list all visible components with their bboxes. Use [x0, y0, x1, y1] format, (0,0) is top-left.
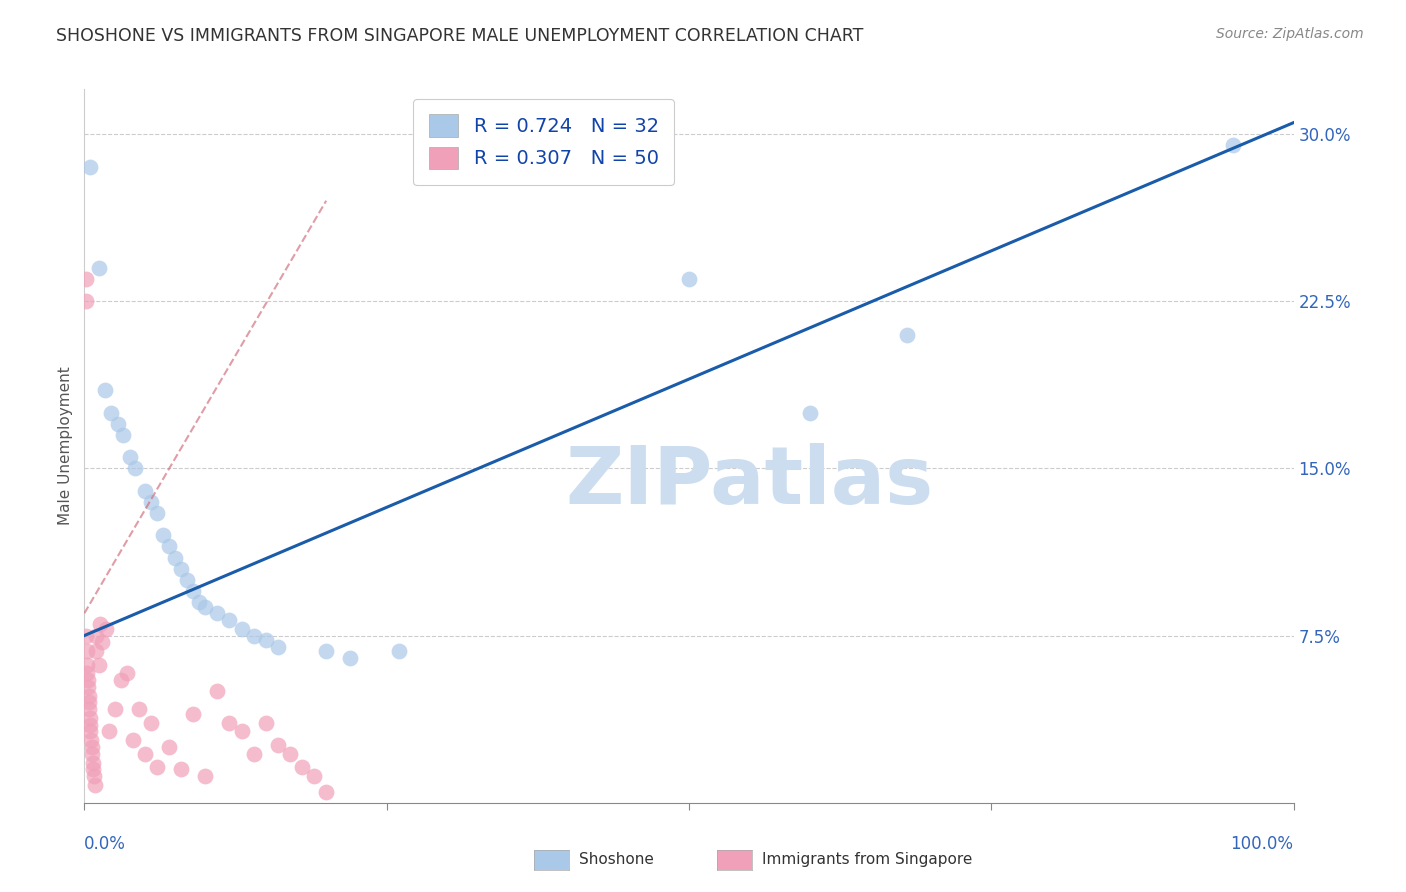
Point: [87, 657, 110, 672]
Point: [79, 161, 101, 175]
Text: Source: ZipAtlas.com: Source: ZipAtlas.com: [1216, 27, 1364, 41]
Point: [84, 778, 107, 792]
Point: [94, 622, 117, 636]
Point: [896, 327, 918, 342]
Point: [291, 760, 314, 774]
Point: [75, 293, 97, 308]
Point: [97, 724, 120, 739]
Point: [80, 740, 103, 755]
Point: [80, 747, 103, 761]
Point: [799, 405, 821, 420]
Point: [128, 702, 150, 716]
Point: [94, 384, 117, 398]
Text: Shoshone: Shoshone: [579, 853, 654, 867]
Point: [77, 680, 100, 694]
Point: [218, 715, 240, 730]
Point: [79, 711, 101, 725]
Legend: R = 0.724   N = 32, R = 0.307   N = 50: R = 0.724 N = 32, R = 0.307 N = 50: [413, 99, 675, 185]
Point: [157, 740, 180, 755]
Point: [83, 769, 105, 783]
Point: [146, 506, 169, 520]
Point: [82, 756, 104, 770]
Point: [339, 651, 361, 665]
Point: [176, 573, 198, 587]
Text: Immigrants from Singapore: Immigrants from Singapore: [762, 853, 973, 867]
Point: [188, 595, 211, 609]
Point: [77, 702, 100, 716]
Point: [77, 673, 100, 687]
Point: [139, 715, 162, 730]
Point: [231, 724, 253, 739]
Point: [80, 733, 103, 747]
Point: [254, 633, 277, 648]
Text: SHOSHONE VS IMMIGRANTS FROM SINGAPORE MALE UNEMPLOYMENT CORRELATION CHART: SHOSHONE VS IMMIGRANTS FROM SINGAPORE MA…: [56, 27, 863, 45]
Point: [315, 644, 337, 658]
Point: [86, 628, 108, 642]
Point: [181, 583, 204, 598]
Point: [146, 760, 169, 774]
Point: [163, 550, 186, 565]
Point: [315, 785, 337, 799]
Point: [254, 715, 277, 730]
Text: ZIPatlas: ZIPatlas: [565, 442, 934, 521]
Point: [76, 644, 98, 658]
Point: [79, 717, 101, 731]
Point: [121, 733, 143, 747]
Text: 100.0%: 100.0%: [1230, 835, 1294, 853]
Point: [1222, 138, 1244, 153]
Point: [110, 673, 132, 687]
Point: [242, 628, 264, 642]
Point: [76, 666, 98, 681]
Point: [107, 417, 129, 431]
Point: [75, 628, 97, 642]
Point: [207, 607, 229, 621]
Point: [124, 461, 146, 475]
Point: [87, 260, 110, 275]
Point: [218, 613, 240, 627]
Point: [194, 769, 217, 783]
Point: [76, 657, 98, 672]
Point: [678, 271, 700, 285]
Point: [79, 724, 101, 739]
Point: [82, 762, 104, 776]
Point: [120, 450, 142, 465]
Point: [157, 539, 180, 553]
Point: [242, 747, 264, 761]
Point: [112, 427, 135, 442]
Point: [139, 494, 162, 508]
Point: [302, 769, 325, 783]
Point: [115, 666, 138, 681]
Point: [77, 696, 100, 710]
Point: [267, 738, 290, 752]
Point: [89, 617, 111, 632]
Point: [77, 689, 100, 703]
Point: [134, 747, 156, 761]
Point: [181, 706, 204, 721]
Point: [170, 562, 193, 576]
Point: [104, 702, 127, 716]
Point: [91, 635, 114, 649]
Point: [152, 528, 174, 542]
Y-axis label: Male Unemployment: Male Unemployment: [58, 367, 73, 525]
Point: [170, 762, 193, 776]
Point: [388, 644, 411, 658]
Point: [86, 644, 108, 658]
Point: [231, 622, 253, 636]
Point: [278, 747, 301, 761]
Point: [194, 599, 217, 614]
Point: [100, 405, 122, 420]
Point: [75, 271, 97, 285]
Point: [207, 684, 229, 698]
Text: 0.0%: 0.0%: [84, 835, 127, 853]
Point: [134, 483, 156, 498]
Point: [267, 640, 290, 654]
